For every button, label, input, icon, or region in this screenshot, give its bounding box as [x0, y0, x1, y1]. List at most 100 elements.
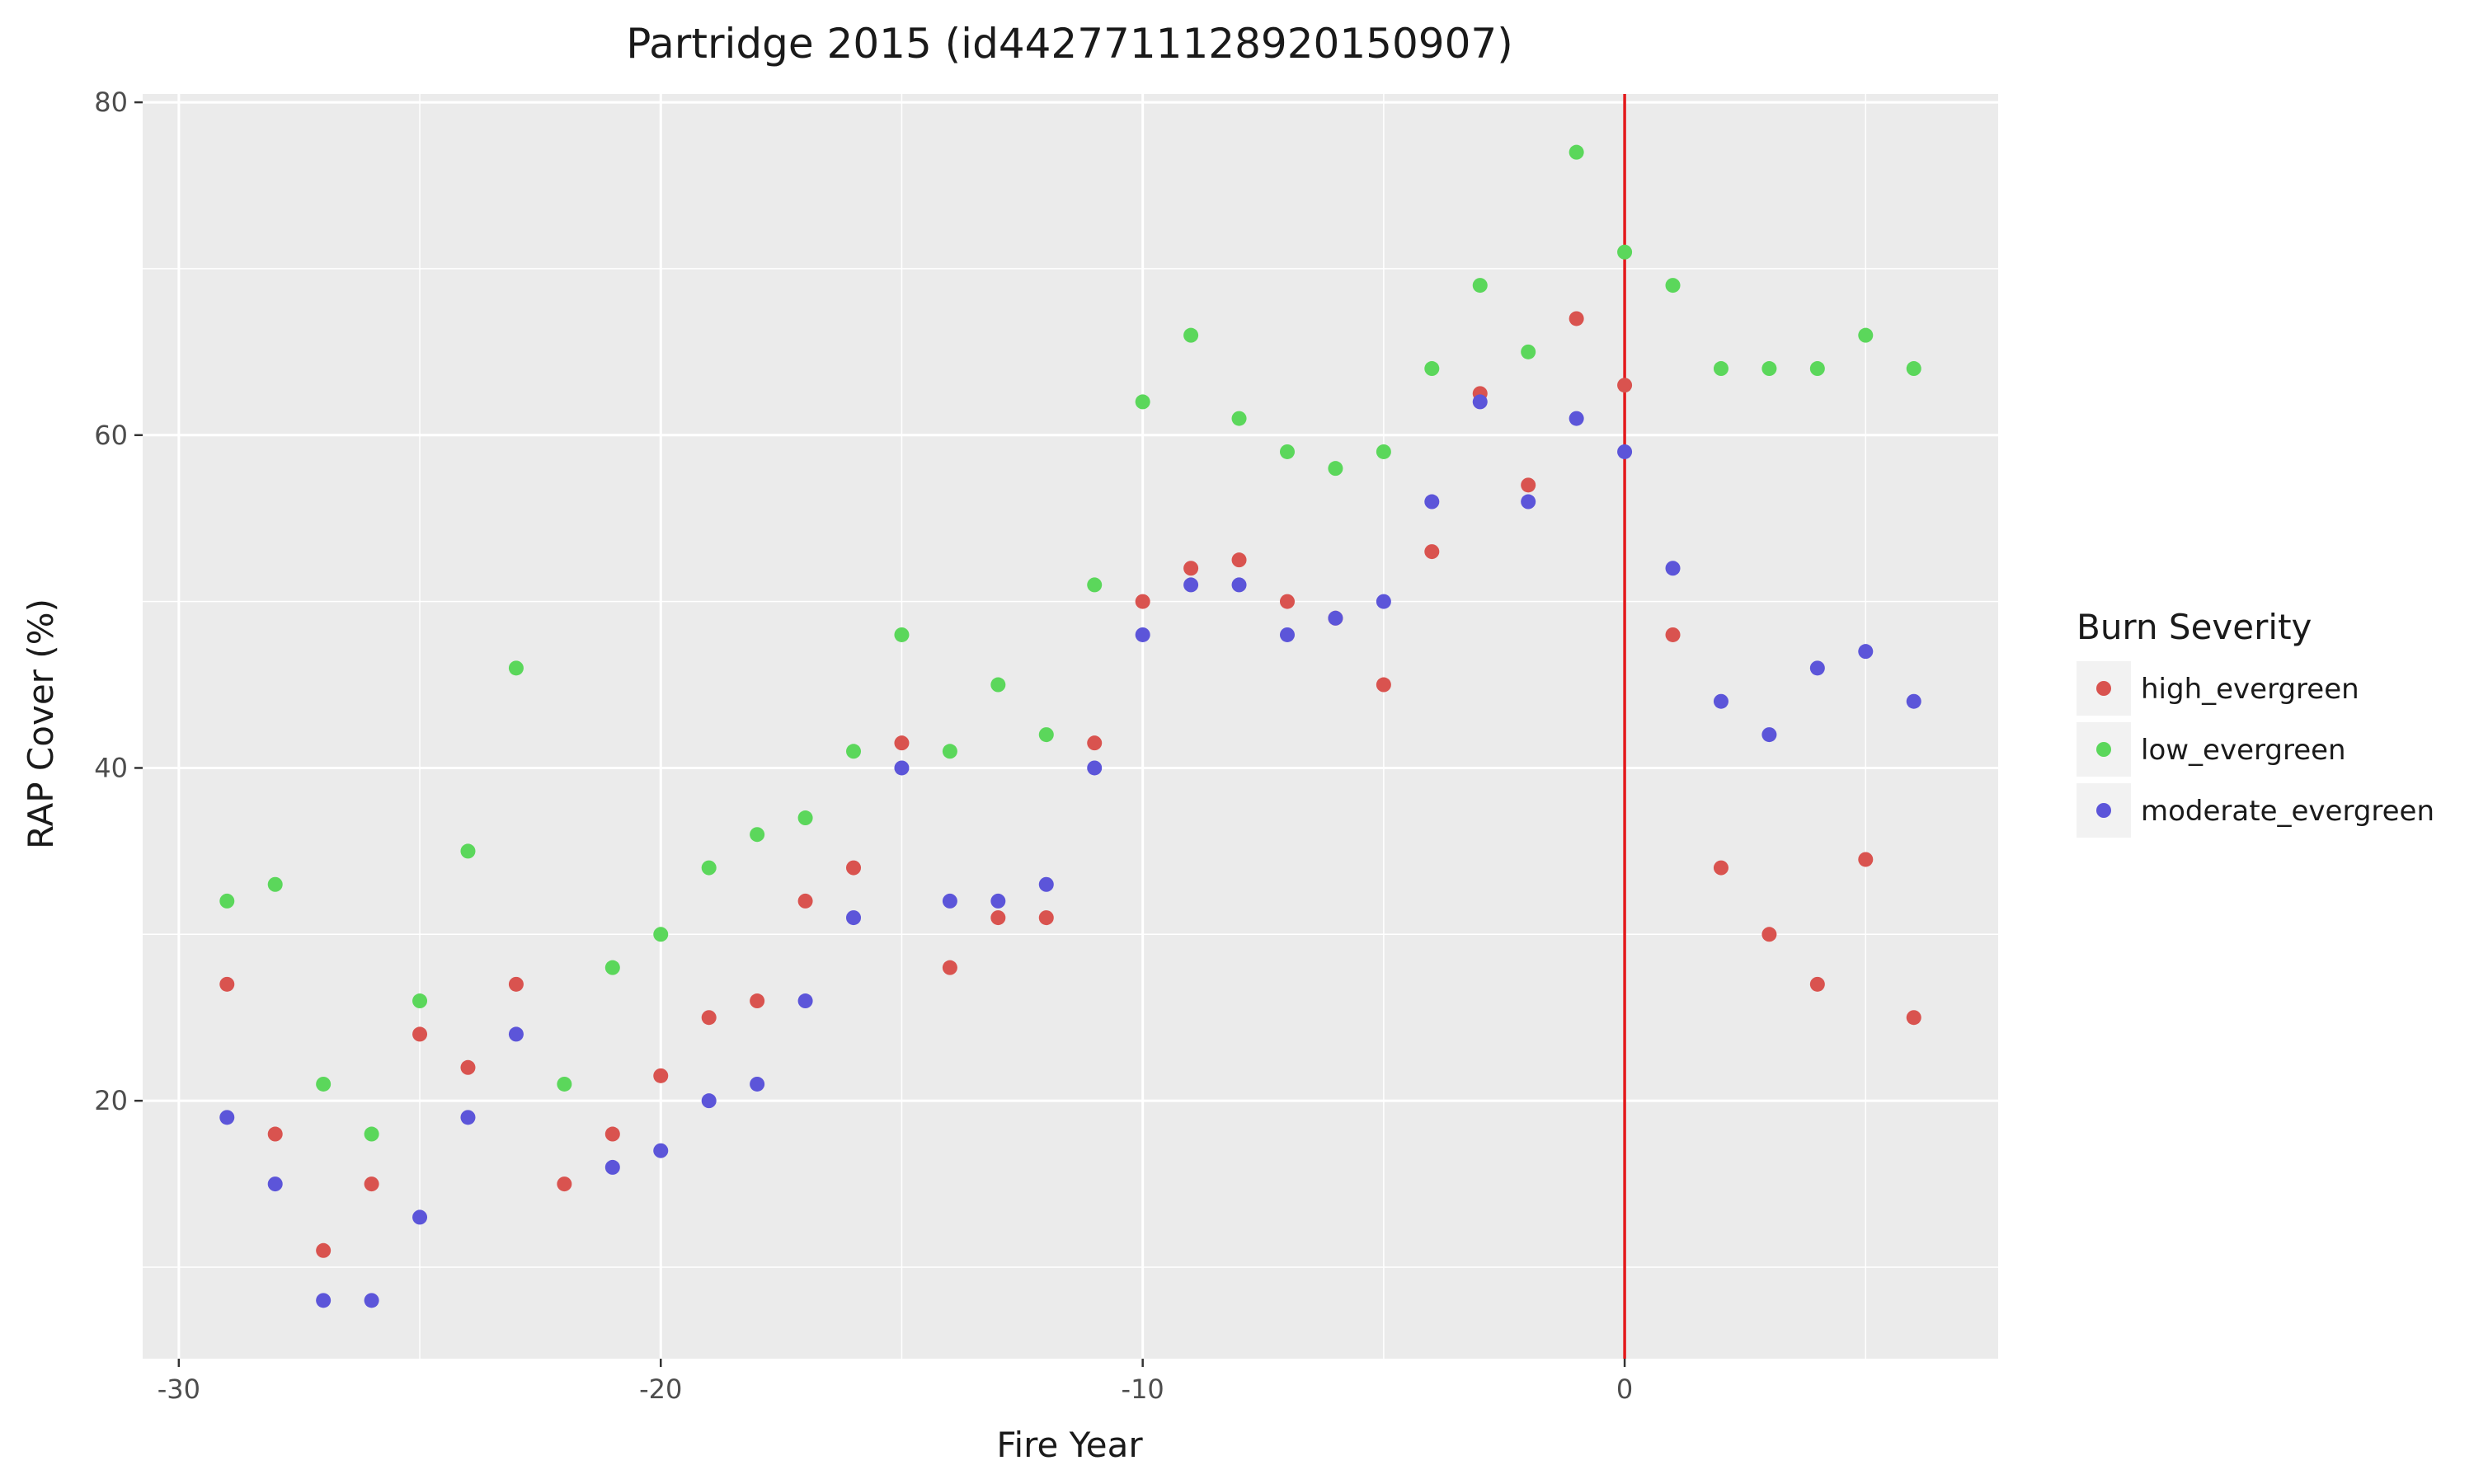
- point-low_evergreen: [653, 927, 669, 942]
- point-high_evergreen: [1183, 561, 1199, 576]
- point-high_evergreen: [412, 1026, 428, 1042]
- point-moderate_evergreen: [316, 1293, 332, 1308]
- point-moderate_evergreen: [1521, 494, 1536, 510]
- x-tick-label: 0: [1616, 1374, 1633, 1405]
- point-moderate_evergreen: [1906, 693, 1921, 709]
- point-low_evergreen: [1279, 444, 1295, 459]
- point-low_evergreen: [1521, 344, 1536, 359]
- point-high_evergreen: [1231, 552, 1247, 568]
- point-low_evergreen: [316, 1076, 332, 1092]
- point-moderate_evergreen: [267, 1176, 283, 1192]
- point-moderate_evergreen: [1231, 577, 1247, 593]
- point-moderate_evergreen: [1038, 876, 1054, 892]
- point-low_evergreen: [1472, 278, 1488, 294]
- point-moderate_evergreen: [701, 1093, 717, 1109]
- point-high_evergreen: [1424, 544, 1440, 560]
- point-low_evergreen: [1569, 144, 1584, 160]
- point-low_evergreen: [1424, 361, 1440, 377]
- point-moderate_evergreen: [750, 1076, 765, 1092]
- point-low_evergreen: [267, 876, 283, 892]
- x-axis-title: Fire Year: [996, 1425, 1143, 1465]
- point-low_evergreen: [1906, 361, 1921, 377]
- point-moderate_evergreen: [1761, 727, 1777, 743]
- point-low_evergreen: [894, 627, 910, 642]
- point-high_evergreen: [894, 735, 910, 751]
- point-moderate_evergreen: [460, 1110, 476, 1125]
- point-moderate_evergreen: [1279, 627, 1295, 642]
- point-high_evergreen: [1858, 852, 1874, 867]
- point-moderate_evergreen: [942, 893, 957, 909]
- point-moderate_evergreen: [1087, 760, 1103, 776]
- point-low_evergreen: [1809, 361, 1825, 377]
- point-low_evergreen: [942, 744, 957, 759]
- point-moderate_evergreen: [1424, 494, 1440, 510]
- legend: Burn Severity high_evergreen low_evergree…: [2077, 607, 2434, 838]
- legend-label-low_evergreen: low_evergreen: [2141, 734, 2346, 767]
- point-high_evergreen: [1906, 1010, 1921, 1026]
- point-moderate_evergreen: [1472, 394, 1488, 410]
- point-high_evergreen: [846, 860, 862, 876]
- point-moderate_evergreen: [1328, 610, 1343, 626]
- point-low_evergreen: [990, 677, 1006, 693]
- point-low_evergreen: [412, 993, 428, 1009]
- point-high_evergreen: [267, 1126, 283, 1142]
- point-high_evergreen: [364, 1176, 379, 1192]
- axes: -30 -20 -10 0 20 40 60 80: [94, 87, 1633, 1405]
- point-high_evergreen: [508, 976, 524, 992]
- point-low_evergreen: [1135, 394, 1150, 410]
- point-high_evergreen: [942, 960, 957, 975]
- point-moderate_evergreen: [604, 1159, 620, 1175]
- point-moderate_evergreen: [1183, 577, 1199, 593]
- point-high_evergreen: [701, 1010, 717, 1026]
- plot-panel: [143, 94, 1998, 1359]
- point-moderate_evergreen: [1809, 660, 1825, 676]
- legend-label-high_evergreen: high_evergreen: [2141, 673, 2359, 706]
- point-high_evergreen: [1713, 860, 1729, 876]
- point-low_evergreen: [1328, 461, 1343, 477]
- point-low_evergreen: [1713, 361, 1729, 377]
- point-low_evergreen: [750, 827, 765, 843]
- point-low_evergreen: [557, 1076, 572, 1092]
- point-moderate_evergreen: [1617, 444, 1633, 459]
- point-high_evergreen: [1279, 594, 1295, 609]
- point-high_evergreen: [316, 1242, 332, 1258]
- legend-swatch: [2096, 803, 2111, 818]
- point-high_evergreen: [1617, 378, 1633, 393]
- point-high_evergreen: [1521, 477, 1536, 493]
- point-low_evergreen: [1617, 244, 1633, 260]
- point-low_evergreen: [364, 1126, 379, 1142]
- point-low_evergreen: [1231, 411, 1247, 426]
- point-high_evergreen: [653, 1068, 669, 1083]
- point-moderate_evergreen: [364, 1293, 379, 1308]
- point-high_evergreen: [1761, 927, 1777, 942]
- point-low_evergreen: [1087, 577, 1103, 593]
- legend-swatch: [2096, 742, 2111, 757]
- point-high_evergreen: [1087, 735, 1103, 751]
- point-moderate_evergreen: [219, 1110, 235, 1125]
- series-high_evergreen: [219, 311, 1921, 1258]
- point-low_evergreen: [797, 810, 813, 826]
- legend-swatch: [2096, 681, 2111, 696]
- point-high_evergreen: [1135, 594, 1150, 609]
- point-high_evergreen: [990, 910, 1006, 926]
- point-moderate_evergreen: [508, 1026, 524, 1042]
- point-high_evergreen: [750, 993, 765, 1009]
- y-tick-label: 20: [94, 1085, 128, 1116]
- series-low_evergreen: [219, 144, 1921, 1142]
- point-high_evergreen: [1376, 677, 1391, 693]
- point-low_evergreen: [460, 843, 476, 859]
- point-moderate_evergreen: [1135, 627, 1150, 642]
- x-tick-label: -20: [639, 1374, 682, 1405]
- point-low_evergreen: [1038, 727, 1054, 743]
- point-high_evergreen: [1665, 627, 1681, 642]
- point-moderate_evergreen: [1569, 411, 1584, 426]
- point-moderate_evergreen: [990, 893, 1006, 909]
- point-moderate_evergreen: [412, 1209, 428, 1225]
- point-moderate_evergreen: [797, 993, 813, 1009]
- point-moderate_evergreen: [1858, 644, 1874, 660]
- point-low_evergreen: [701, 860, 717, 876]
- y-tick-label: 80: [94, 87, 128, 118]
- point-low_evergreen: [1376, 444, 1391, 459]
- point-high_evergreen: [604, 1126, 620, 1142]
- point-high_evergreen: [1569, 311, 1584, 326]
